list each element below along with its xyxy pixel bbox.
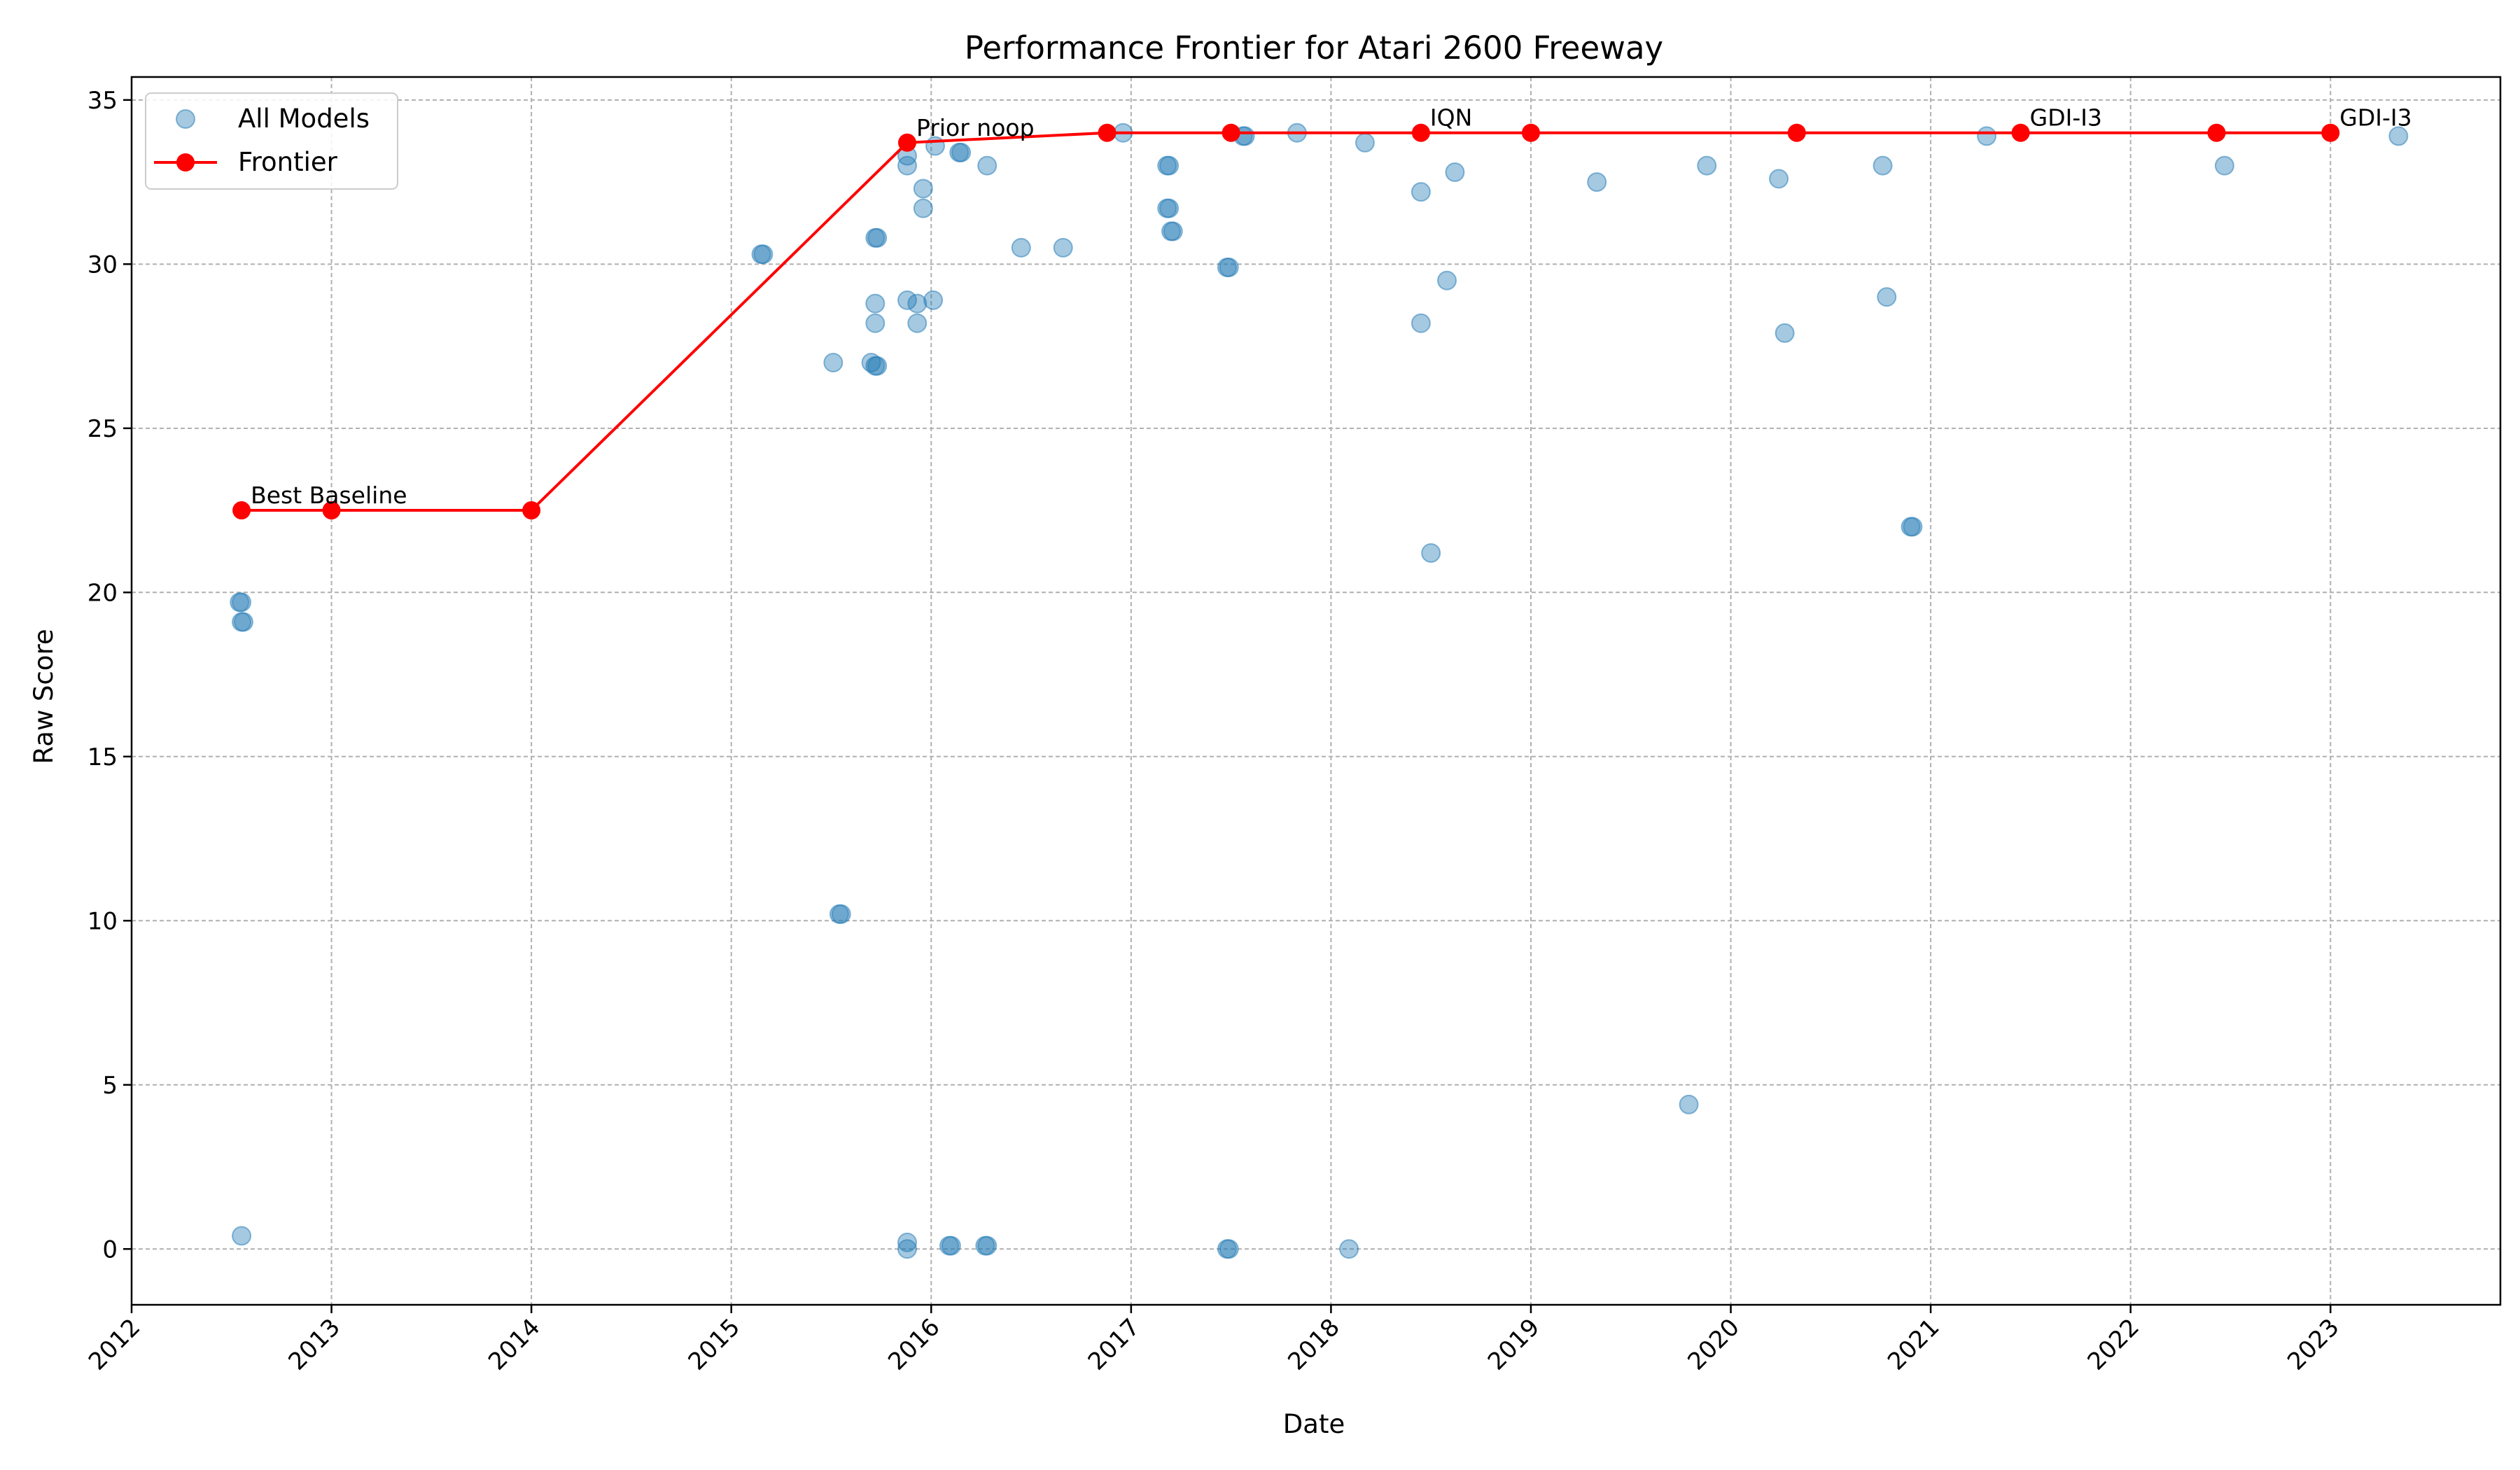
scatter-point: [1437, 270, 1457, 290]
scatter-point: [1774, 323, 1795, 343]
scatter-point: [913, 198, 933, 218]
scatter-point: [1053, 237, 1073, 258]
scatter-point: [1877, 287, 1897, 307]
annotation-label: GDI-I3: [2339, 104, 2412, 132]
annotation-label: Best Baseline: [251, 482, 407, 509]
annotation-label: Prior noop: [916, 114, 1035, 141]
scatter-point: [233, 612, 253, 632]
scatter-point: [907, 293, 927, 314]
scatter-point: [1445, 162, 1465, 183]
plot-frame: [130, 76, 2502, 1306]
annotation-label: GDI-I3: [2030, 104, 2102, 132]
legend-marker-frontier: [176, 153, 195, 172]
scatter-point: [897, 155, 918, 176]
frontier-point: [1098, 123, 1116, 142]
frontier-point: [522, 501, 541, 520]
frontier-line: [241, 131, 2331, 512]
annotation-label: IQN: [1430, 104, 1472, 132]
frontier-point: [2011, 123, 2030, 142]
scatter-point: [907, 313, 927, 333]
scatter-point: [897, 1239, 918, 1259]
scatter-point: [1410, 182, 1431, 202]
y-axis-title: Raw Score: [29, 629, 59, 764]
scatter-point: [1421, 543, 1441, 564]
y-axis-ticks: 0 5 10 15 20 25 30 35: [88, 87, 132, 1264]
scatter-point: [977, 1236, 997, 1256]
scatter-point: [232, 1226, 252, 1246]
frontier-point: [2207, 123, 2226, 142]
scatter-point: [951, 142, 972, 162]
scatter-point: [1159, 198, 1180, 218]
y-tick-label: 35: [88, 87, 118, 115]
x-axis-title: Date: [1283, 1409, 1345, 1439]
frontier-point: [2321, 123, 2340, 142]
legend-label-frontier: Frontier: [238, 147, 338, 177]
y-tick-label: 10: [88, 907, 118, 935]
scatter-point: [1872, 155, 1893, 176]
annotations: Best Baseline Prior noop IQN GDI-I3 GDI-I3: [251, 104, 2412, 509]
frontier-point: [232, 501, 251, 520]
legend-box: [145, 92, 398, 190]
legend-label-all-models: All Models: [238, 104, 370, 134]
grid-lines: [131, 77, 2500, 1305]
frontier-point: [1411, 123, 1430, 142]
scatter-point: [232, 592, 252, 612]
frontier-point: [898, 133, 917, 152]
y-tick-label: 25: [88, 415, 118, 443]
scatter-point: [1977, 126, 1997, 146]
scatter-point: [865, 293, 886, 314]
line-series-frontier: [232, 123, 2340, 520]
scatter-point: [753, 244, 774, 265]
scatter-point: [1339, 1239, 1359, 1259]
scatter-point: [913, 178, 933, 199]
frontier-point: [1222, 123, 1240, 142]
scatter-point: [1219, 1239, 1239, 1259]
scatter-point: [867, 227, 888, 248]
scatter-point: [867, 356, 888, 376]
scatter-point: [1354, 132, 1375, 153]
scatter-point: [1011, 237, 1031, 258]
scatter-point: [977, 155, 997, 176]
scatter-point: [823, 353, 844, 373]
scatter-point: [1769, 169, 1789, 189]
scatter-point: [865, 313, 886, 333]
scatter-point: [1410, 313, 1431, 333]
scatter-point: [1679, 1094, 1699, 1114]
legend: All Models Frontier: [145, 92, 398, 190]
y-tick-label: 5: [102, 1072, 118, 1100]
scatter-point: [1697, 155, 1717, 176]
y-tick-label: 0: [102, 1236, 118, 1264]
scatter-point: [1163, 221, 1183, 241]
scatter-point: [831, 904, 851, 924]
legend-marker-all-models: [176, 109, 195, 129]
y-tick-label: 30: [88, 251, 118, 279]
scatter-point: [1587, 172, 1607, 192]
scatter-point: [1903, 517, 1923, 537]
scatter-point: [1219, 258, 1239, 278]
frontier-point: [1787, 123, 1806, 142]
scatter-point: [2388, 126, 2409, 146]
scatter-point: [941, 1236, 961, 1256]
scatter-point: [923, 290, 944, 310]
scatter-point: [2214, 155, 2234, 176]
y-tick-label: 20: [88, 579, 118, 607]
frontier-point: [1521, 123, 1540, 142]
frontier-point: [322, 501, 341, 520]
y-tick-label: 15: [88, 743, 118, 771]
chart-title: Performance Frontier for Atari 2600 Free…: [965, 29, 1663, 66]
scatter-point: [897, 1232, 918, 1252]
scatter-point: [1159, 155, 1180, 176]
